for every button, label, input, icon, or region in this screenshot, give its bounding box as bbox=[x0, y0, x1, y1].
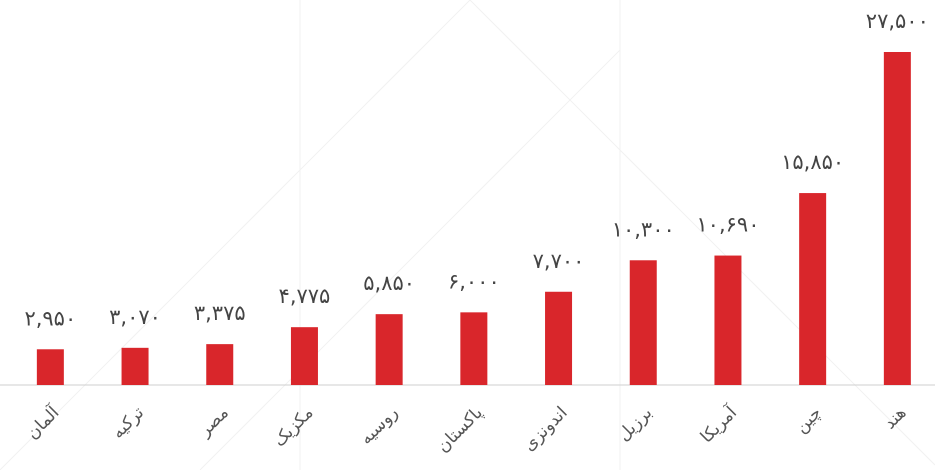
bar bbox=[121, 347, 149, 385]
x-tick-label: پاکستان bbox=[433, 403, 487, 457]
x-tick-label: ترکیه bbox=[108, 403, 148, 443]
value-label: ۵,۸۵۰ bbox=[363, 271, 415, 295]
value-label: ۳,۳۷۵ bbox=[194, 301, 246, 325]
bar bbox=[206, 344, 234, 385]
bar bbox=[290, 327, 318, 385]
x-tick-label: آلمان bbox=[21, 401, 64, 444]
bar bbox=[714, 255, 742, 385]
x-tick-label: مصر bbox=[194, 403, 232, 441]
value-label: ۱۰,۶۹۰ bbox=[696, 213, 759, 237]
x-tick-label: چین bbox=[791, 403, 825, 437]
bar bbox=[629, 260, 657, 385]
value-label: ۶,۰۰۰ bbox=[448, 269, 500, 293]
x-tick-label: روسیه bbox=[356, 403, 402, 449]
value-label: ۲,۹۵۰ bbox=[24, 306, 76, 330]
bar bbox=[545, 291, 573, 385]
value-label: ۱۰,۳۰۰ bbox=[612, 217, 675, 241]
bar bbox=[460, 312, 488, 385]
x-tick-label: هند bbox=[880, 403, 910, 433]
value-label: ۱۵,۸۵۰ bbox=[781, 150, 844, 174]
x-tick-label: مکزیک bbox=[270, 403, 318, 451]
bar bbox=[883, 52, 911, 385]
value-label: ۳,۰۷۰ bbox=[109, 305, 161, 329]
bar bbox=[799, 193, 827, 385]
bar bbox=[36, 349, 64, 385]
value-label: ۷,۷۰۰ bbox=[533, 249, 585, 273]
x-tick-label: اندونزی bbox=[519, 403, 571, 455]
x-tick-label: آمریکا bbox=[695, 401, 742, 448]
bar bbox=[375, 314, 403, 385]
value-label: ۲۷,۵۰۰ bbox=[866, 9, 929, 33]
value-label: ۴,۷۷۵ bbox=[279, 284, 331, 308]
